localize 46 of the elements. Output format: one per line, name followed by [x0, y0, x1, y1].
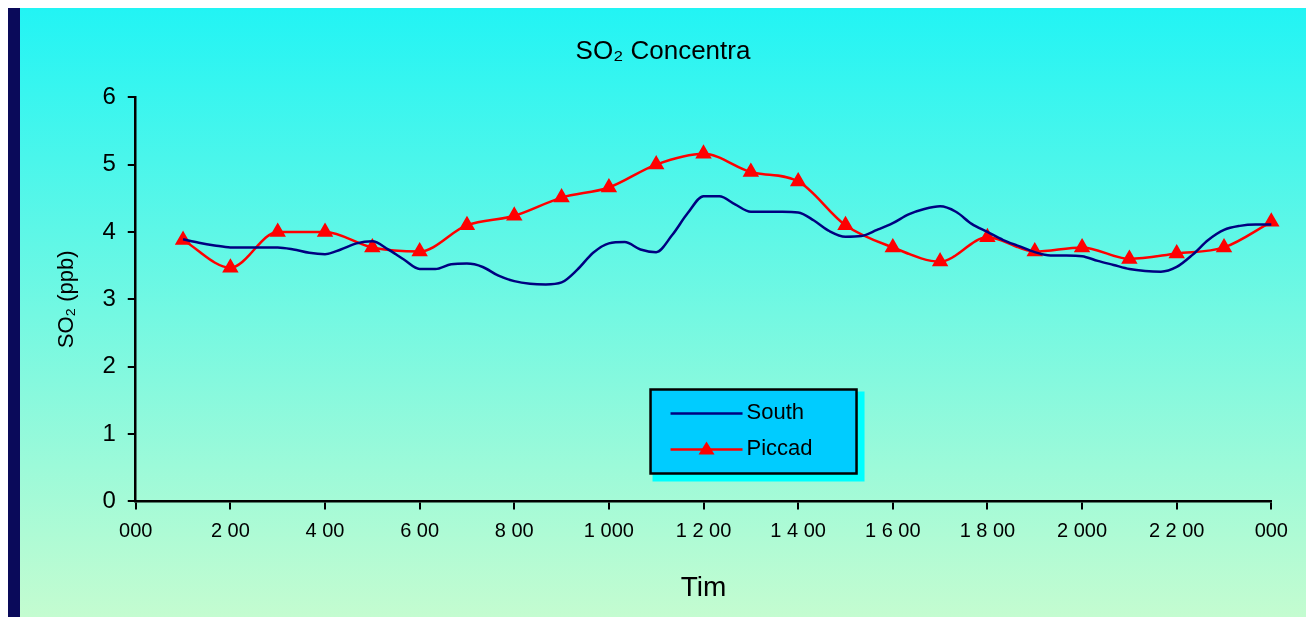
point	[790, 173, 806, 187]
point	[554, 189, 569, 203]
point	[506, 207, 522, 221]
x-tick-label: 1 2 00	[675, 518, 732, 541]
point	[1122, 250, 1137, 264]
point	[1169, 245, 1184, 259]
x-tick-label: 1 000	[583, 518, 634, 541]
y-tick-label: 6	[102, 81, 116, 109]
point	[648, 156, 664, 170]
y-tick-label: 5	[102, 149, 116, 177]
point	[1074, 239, 1090, 253]
point	[932, 253, 948, 267]
x-tick-label: 000	[1254, 518, 1288, 541]
x-tick-label: 1 6 00	[864, 518, 921, 541]
point	[696, 145, 711, 159]
y-axis-title: SO₂ (ppb)	[53, 250, 79, 349]
y-tick-label: 0	[102, 486, 116, 514]
point	[365, 239, 380, 253]
x-tick-label: 6 00	[400, 518, 440, 541]
x-tick-label: 2 000	[1057, 518, 1108, 541]
point	[223, 259, 238, 273]
y-tick-label: 4	[102, 216, 116, 244]
point	[317, 223, 333, 237]
x-tick-label: 8 00	[494, 518, 534, 541]
x-tick-label: 000	[119, 518, 153, 541]
y-tick-label: 2	[102, 351, 116, 379]
x-tick-label: 1 4 00	[770, 518, 826, 541]
point	[885, 239, 901, 253]
legend-label: South	[746, 399, 805, 425]
x-tick-label: 4 00	[305, 518, 345, 541]
point	[1216, 239, 1232, 253]
x-tick-label: 1 8 00	[959, 518, 1016, 541]
point	[459, 216, 475, 230]
point	[743, 163, 759, 177]
point	[412, 243, 427, 257]
point	[838, 216, 853, 230]
point	[980, 229, 995, 243]
point	[270, 223, 286, 237]
x-tick-label: 2 2 00	[1148, 518, 1205, 541]
x-tick-label: 2 00	[210, 518, 250, 541]
chart-title: SO₂ Concentra	[575, 34, 751, 65]
y-tick-label: 3	[102, 283, 116, 311]
point	[601, 179, 617, 193]
x-axis-title: Tim	[680, 570, 727, 602]
y-tick-label: 1	[102, 418, 116, 446]
legend-label: Piccad	[746, 435, 813, 461]
